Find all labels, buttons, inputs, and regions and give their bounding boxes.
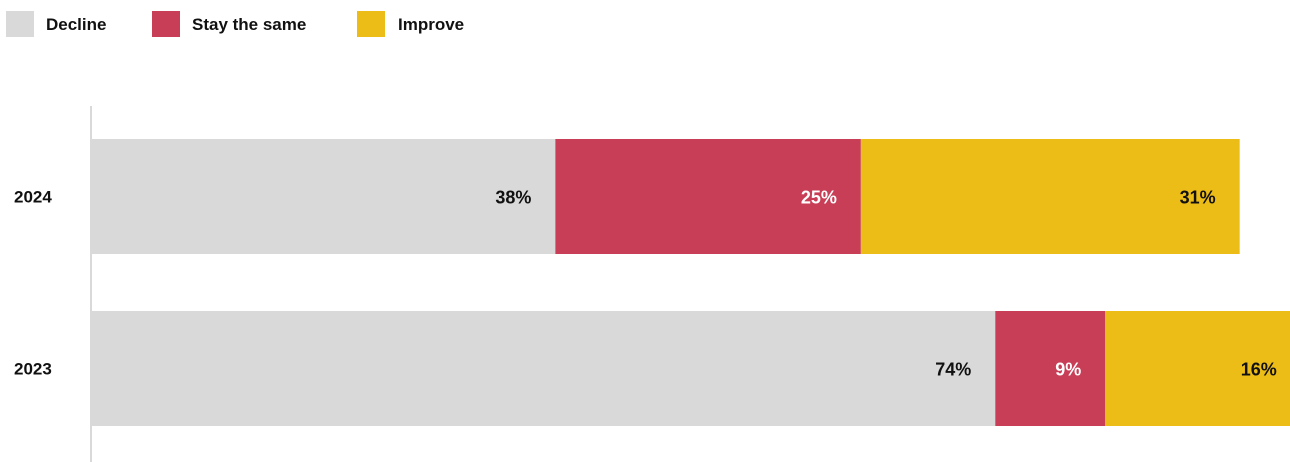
legend-label-decline: Decline	[46, 15, 107, 34]
bar-segment-improve	[1105, 311, 1290, 426]
data-label: 16%	[1241, 360, 1277, 380]
data-label: 31%	[1180, 188, 1216, 208]
data-label: 74%	[935, 360, 971, 380]
data-label: 25%	[801, 188, 837, 208]
legend-label-improve: Improve	[398, 15, 465, 34]
data-label: 9%	[1055, 360, 1081, 380]
legend-label-stay-the-same: Stay the same	[192, 15, 307, 34]
legend-swatch-improve	[357, 11, 385, 37]
bar-segment-stay-the-same	[555, 139, 861, 254]
legend-swatch-stay-the-same	[152, 11, 180, 37]
legend-swatch-decline	[6, 11, 34, 37]
bar-segment-decline	[91, 139, 556, 254]
y-tick-label: 2023	[14, 360, 52, 379]
data-label: 38%	[495, 188, 531, 208]
bar-segment-improve	[860, 139, 1240, 254]
y-tick-label: 2024	[14, 188, 52, 207]
bar-segment-decline	[91, 311, 996, 426]
bar-segment-stay-the-same	[995, 311, 1106, 426]
